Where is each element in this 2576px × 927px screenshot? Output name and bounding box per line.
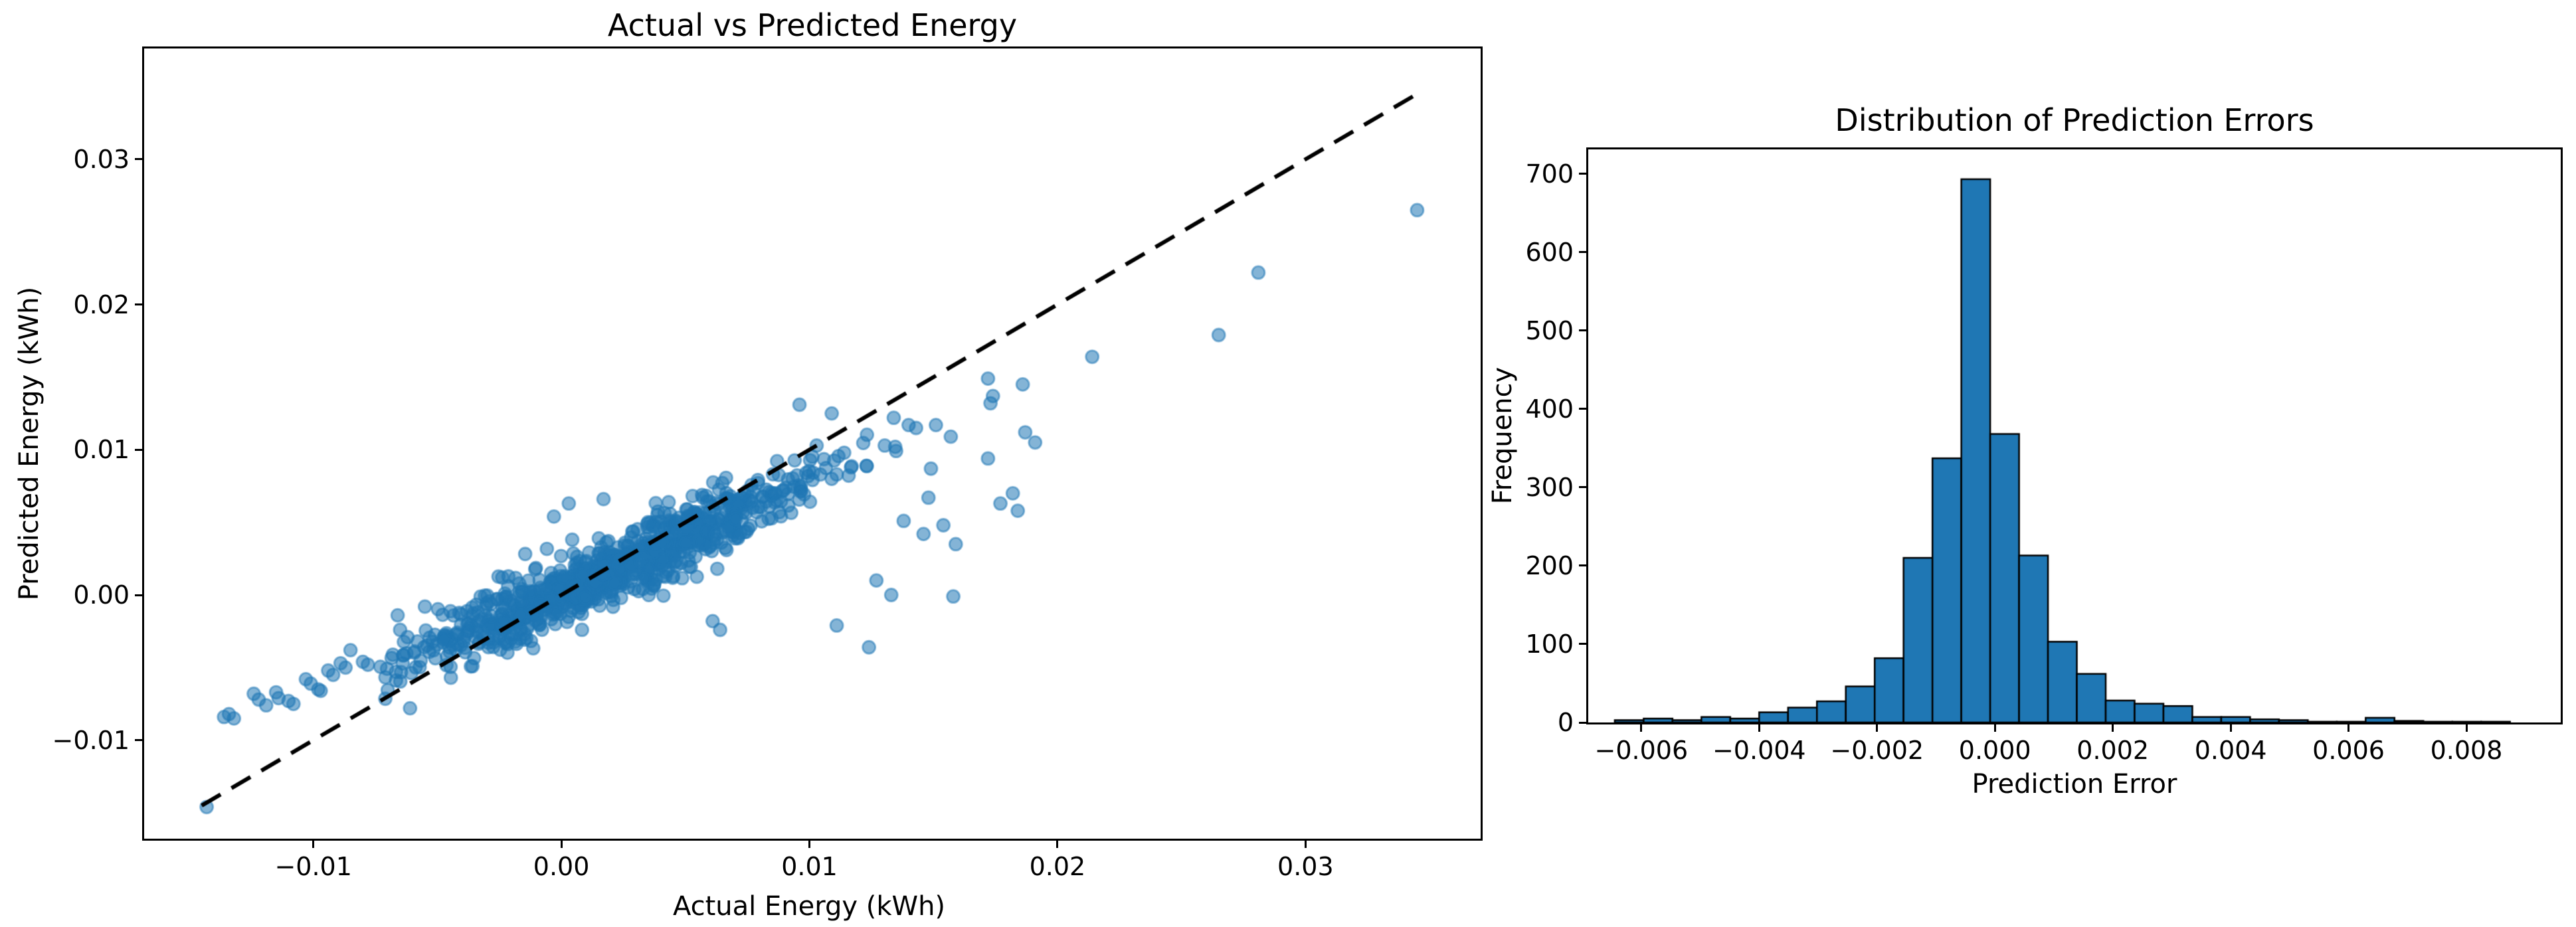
x-tick-label: 0.002 [2076, 736, 2150, 765]
y-tick-label: −0.01 [52, 725, 130, 755]
y-tick [1579, 486, 1588, 489]
y-tick-label: 100 [1525, 629, 1574, 659]
x-tick [2347, 722, 2350, 732]
y-tick [1579, 329, 1588, 332]
y-tick-label: 500 [1525, 315, 1574, 345]
y-tick-label: 0 [1557, 708, 1574, 737]
y-tick-label: 700 [1525, 159, 1574, 189]
x-tick-label: 0.008 [2430, 736, 2503, 765]
y-tick-label: 0.02 [73, 290, 130, 319]
x-tick-label: 0.006 [2312, 736, 2385, 765]
histogram-title: Distribution of Prediction Errors [1835, 102, 2314, 138]
x-tick-label: 0.004 [2194, 736, 2267, 765]
x-tick-label: −0.01 [274, 852, 352, 881]
y-tick-label: 0.00 [73, 580, 130, 610]
x-tick-label: 0.02 [1029, 852, 1086, 881]
y-tick [1579, 173, 1588, 175]
x-tick [2465, 722, 2468, 732]
y-tick [1579, 251, 1588, 254]
x-tick-label: 0.000 [1958, 736, 2031, 765]
y-tick [1579, 564, 1588, 567]
y-tick [1579, 643, 1588, 645]
scatter-title: Actual vs Predicted Energy [607, 7, 1018, 43]
x-tick-label: 0.00 [533, 852, 590, 881]
y-tick-label: 200 [1525, 550, 1574, 580]
histogram-bars-canvas [1588, 149, 2561, 722]
x-tick [560, 839, 563, 848]
x-tick [1993, 722, 1996, 732]
x-tick [1056, 839, 1059, 848]
y-tick-label: 0.03 [73, 144, 130, 174]
y-tick [135, 448, 144, 451]
x-tick [2229, 722, 2232, 732]
y-tick-label: 0.01 [73, 435, 130, 465]
x-tick-label: −0.002 [1830, 736, 1924, 765]
x-tick [1876, 722, 1879, 732]
x-tick [808, 839, 811, 848]
x-tick [1304, 839, 1307, 848]
x-tick-label: −0.006 [1594, 736, 1689, 765]
x-tick [1758, 722, 1760, 732]
histogram-plot-area [1586, 147, 2563, 724]
x-tick [2112, 722, 2114, 732]
y-tick [135, 594, 144, 596]
scatter-points-canvas [144, 48, 1481, 839]
x-tick [312, 839, 315, 848]
x-tick-label: 0.01 [781, 852, 838, 881]
x-tick-label: −0.004 [1712, 736, 1806, 765]
x-tick [1640, 722, 1643, 732]
scatter-x-axis-label: Actual Energy (kWh) [672, 891, 946, 922]
y-tick [135, 739, 144, 742]
x-tick-label: 0.03 [1277, 852, 1334, 881]
y-tick-label: 300 [1525, 472, 1574, 502]
y-tick [1579, 721, 1588, 724]
y-tick-label: 600 [1525, 237, 1574, 267]
scatter-plot-area [142, 46, 1483, 841]
histogram-x-axis-label: Prediction Error [1972, 769, 2177, 800]
y-tick-label: 400 [1525, 394, 1574, 424]
y-tick [1579, 408, 1588, 410]
y-tick [135, 303, 144, 306]
y-tick [135, 158, 144, 161]
